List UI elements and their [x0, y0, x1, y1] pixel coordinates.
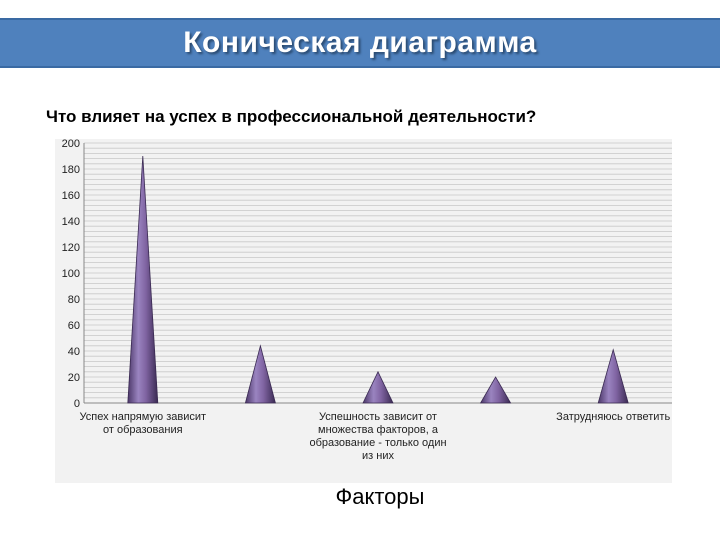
cone-bar [244, 344, 276, 404]
y-tick-label: 120 [62, 242, 80, 254]
x-tick-label: Успешность зависит от множества факторов… [309, 411, 447, 462]
title-bar [0, 18, 720, 68]
y-tick-label: 140 [62, 216, 80, 228]
y-tick-label: 60 [68, 320, 80, 332]
x-axis-title: Факторы [335, 484, 425, 509]
y-tick-label: 80 [68, 294, 80, 306]
cone-bar [479, 376, 512, 404]
x-tick-label: Успех напрямую зависит от образования [79, 411, 207, 436]
cone-bar [597, 348, 629, 404]
x-tick-label: Затрудняюсь ответить [556, 411, 671, 423]
y-tick-label: 100 [62, 268, 80, 280]
y-tick-label: 40 [68, 346, 80, 358]
plot-area [55, 139, 672, 483]
y-tick-label: 200 [62, 138, 80, 150]
chart-title: Что влияет на успех в профессиональной д… [46, 107, 537, 126]
cone-bar [127, 155, 159, 404]
y-tick-label: 0 [74, 398, 80, 410]
y-tick-label: 20 [68, 372, 80, 384]
slide-title: Коническая диаграмма [183, 26, 537, 59]
cone-bar [362, 370, 394, 404]
y-tick-label: 180 [62, 164, 80, 176]
y-tick-label: 160 [62, 190, 80, 202]
